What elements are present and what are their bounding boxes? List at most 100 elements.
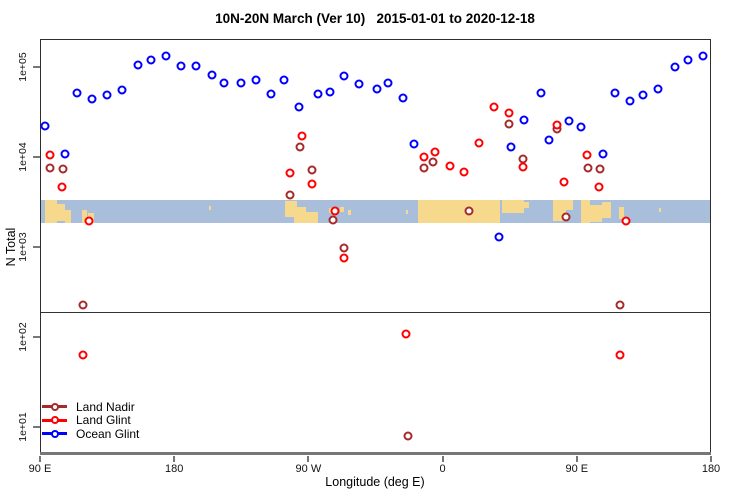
data-point-ocean-glint [191,61,201,71]
data-point-ocean-glint [219,78,229,88]
data-point-ocean-glint [325,87,335,97]
map-land-patch [306,211,318,223]
plot-area [40,39,711,455]
data-point-ocean-glint [598,149,608,159]
data-point-ocean-glint [398,93,408,103]
data-point-ocean-glint [698,51,708,61]
data-point-land-glint [559,177,569,187]
map-land-patch [64,210,71,223]
data-point-land-nadir [583,163,593,173]
data-point-land-nadir [504,119,514,129]
reference-line [41,311,710,313]
data-point-ocean-glint [519,115,529,125]
data-point-ocean-glint [544,135,554,145]
data-point-land-glint [339,253,349,263]
data-point-land-glint [285,168,295,178]
data-point-ocean-glint [653,84,663,94]
legend-label: Land Nadir [76,399,135,414]
data-point-ocean-glint [40,121,50,131]
legend-marker-icon [42,402,67,411]
legend-label: Land Glint [76,413,131,428]
x-tick [39,456,41,462]
y-tick-label: 1e+04 [17,142,29,172]
x-tick [441,456,444,462]
data-point-ocean-glint [102,90,112,100]
map-land-patch [339,206,344,212]
data-point-ocean-glint [133,60,143,70]
data-point-ocean-glint [506,142,516,152]
data-point-ocean-glint [279,75,289,85]
data-point-land-glint [594,182,604,192]
map-land-patch [601,202,611,219]
y-tick [33,426,40,428]
x-axis-title: Longitude (deg E) [325,475,425,489]
data-point-ocean-glint [266,89,276,99]
data-point-ocean-glint [117,85,127,95]
data-point-land-nadir [464,206,474,216]
data-point-land-glint [297,131,307,141]
x-tick [307,456,310,462]
data-point-land-glint [401,329,411,339]
data-point-ocean-glint [207,70,217,80]
map-land-patch [294,206,307,223]
map-land-patch [618,206,625,220]
data-point-ocean-glint [354,79,364,89]
legend-label: Ocean Glint [76,426,140,441]
data-point-land-glint [307,179,317,189]
map-land-patch [580,200,590,223]
data-point-ocean-glint [161,51,171,61]
data-point-ocean-glint [313,89,323,99]
data-point-ocean-glint [638,90,648,100]
data-point-land-glint [84,216,94,226]
legend: Land Nadir Land Glint Ocean Glint [42,400,139,441]
x-tick [575,456,578,462]
x-tick-label: 0 [439,463,446,475]
data-point-land-nadir [561,212,571,222]
data-point-ocean-glint [146,55,156,65]
data-point-land-nadir [45,163,55,173]
data-point-land-nadir [295,142,305,152]
map-land-patch [284,201,298,218]
data-point-ocean-glint [372,84,381,94]
map-land-patch [405,210,408,214]
map-land-patch [418,200,501,223]
x-tick-label: 90 W [295,463,322,475]
data-point-land-nadir [328,215,338,225]
data-point-land-glint [330,206,340,216]
data-point-land-nadir [428,157,438,167]
x-tick-label: 180 [165,463,184,475]
data-point-land-nadir [419,163,429,173]
data-point-ocean-glint [536,88,546,98]
data-point-land-glint [621,216,630,226]
data-point-ocean-glint [383,78,393,88]
map-land-patch [502,200,525,213]
data-point-ocean-glint [494,232,504,242]
map-land-patch [589,204,602,222]
chart-title: 10N-20N March (Ver 10) 2015-01-01 to 202… [215,11,535,26]
y-tick [33,66,40,68]
x-tick [173,456,176,462]
map-land-patch [44,200,57,223]
y-tick [33,246,40,248]
x-tick-label: 90 E [565,463,589,475]
world-map-band [41,200,710,223]
data-point-ocean-glint [625,96,635,106]
data-point-ocean-glint [294,102,304,112]
data-point-land-glint [419,152,429,162]
data-point-ocean-glint [236,78,246,88]
data-point-land-glint [489,102,499,112]
data-point-land-nadir [518,154,528,164]
data-point-land-nadir [339,243,349,253]
map-land-patch [659,208,661,212]
y-tick-label: 1e+05 [17,52,29,82]
legend-marker-icon [42,416,67,425]
data-point-land-glint [459,167,469,177]
map-land-patch [348,210,352,215]
y-tick [33,156,40,158]
data-point-land-nadir [58,164,68,174]
data-point-ocean-glint [339,71,349,81]
data-point-ocean-glint [683,55,693,65]
data-point-ocean-glint [576,122,586,132]
map-land-patch [524,202,529,209]
